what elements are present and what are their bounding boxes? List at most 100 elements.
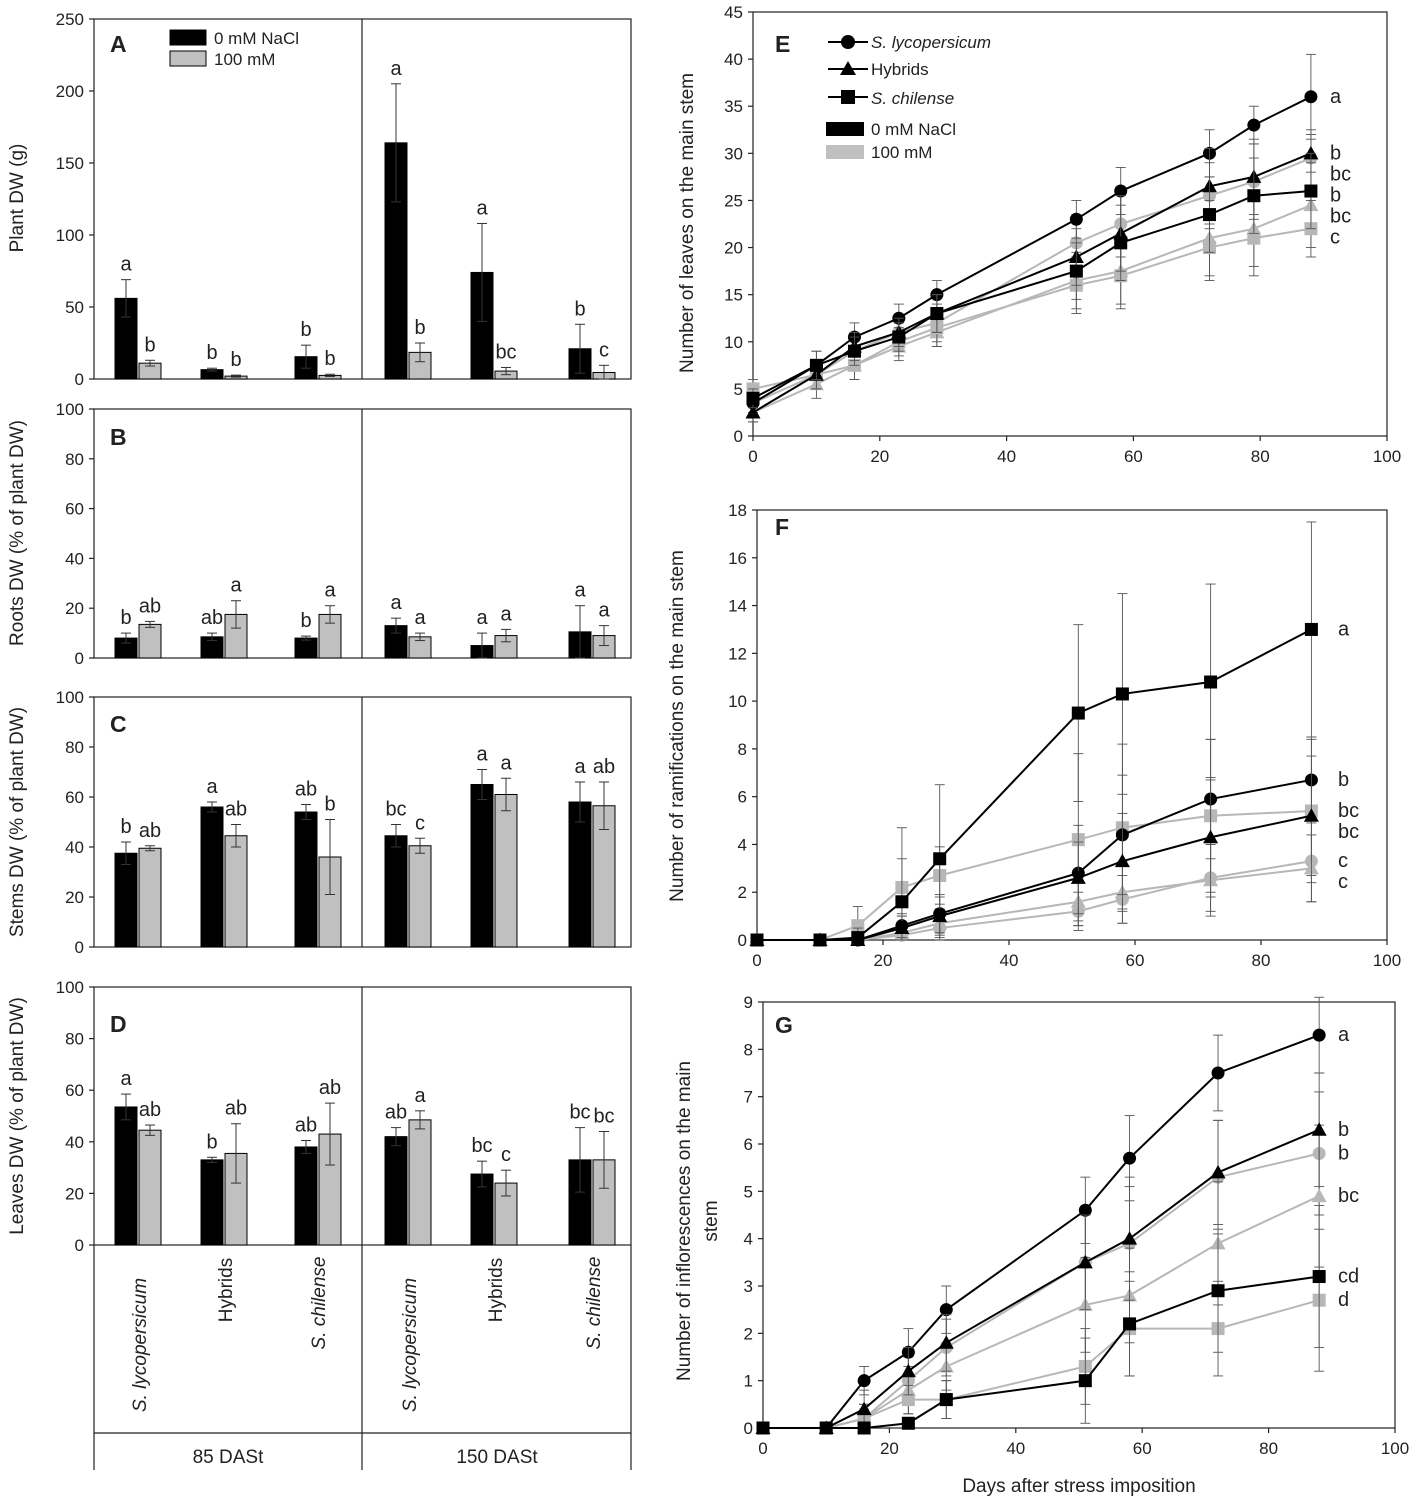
bar bbox=[408, 845, 432, 948]
significance-letter: c bbox=[1330, 226, 1340, 248]
data-point bbox=[745, 404, 761, 419]
legend-triangle-marker bbox=[840, 61, 856, 75]
bar bbox=[294, 637, 318, 659]
data-point bbox=[1211, 1066, 1225, 1080]
significance-letter: b bbox=[574, 298, 585, 320]
y-tick-label: 80 bbox=[65, 738, 84, 757]
x-tick-label: 0 bbox=[758, 1439, 767, 1458]
data-point bbox=[812, 932, 828, 946]
panel-a-label: A bbox=[110, 31, 127, 57]
category-label: S. lycopersicum bbox=[130, 1278, 151, 1412]
bar bbox=[294, 1146, 318, 1246]
series-line bbox=[763, 1034, 1320, 1429]
panel-g-ylabel-line1: Number of inflorescences on the main bbox=[674, 1061, 695, 1381]
legend-label-s-lycopersicum: S. lycopersicum bbox=[871, 33, 991, 52]
data-point bbox=[1247, 231, 1261, 245]
y-tick-label: 100 bbox=[56, 400, 84, 419]
y-tick-label: 7 bbox=[744, 1088, 753, 1107]
significance-letter: a bbox=[390, 58, 402, 80]
significance-letter: d bbox=[1338, 1289, 1349, 1311]
significance-letter: b bbox=[324, 794, 335, 816]
x-tick-label: 80 bbox=[1252, 951, 1271, 970]
data-point bbox=[1078, 1203, 1092, 1217]
y-tick-label: 100 bbox=[56, 978, 84, 997]
panel-e-label: E bbox=[775, 31, 790, 57]
y-tick-label: 2 bbox=[744, 1324, 753, 1343]
legend-label-s-chilense: S. chilense bbox=[871, 89, 954, 108]
x-tick-label: 60 bbox=[1126, 951, 1145, 970]
y-tick-label: 20 bbox=[65, 1184, 84, 1203]
data-point bbox=[1210, 1164, 1226, 1179]
data-point bbox=[749, 932, 765, 946]
significance-letter: a bbox=[500, 603, 512, 625]
significance-letter: b bbox=[206, 342, 217, 364]
data-point bbox=[1122, 1231, 1138, 1245]
bar bbox=[568, 801, 592, 948]
legend-label-salt: 100 mM bbox=[214, 50, 275, 69]
panel-b-label: B bbox=[110, 424, 127, 450]
significance-letter: ab bbox=[319, 1077, 341, 1099]
series-line bbox=[763, 1128, 1320, 1429]
significance-letter: a bbox=[414, 1085, 426, 1107]
series-line bbox=[752, 152, 1312, 414]
data-point bbox=[856, 1401, 872, 1416]
data-point bbox=[1078, 1374, 1092, 1388]
y-tick-label: 80 bbox=[65, 1030, 84, 1049]
significance-letter: a bbox=[120, 254, 132, 276]
significance-letter: b bbox=[414, 317, 425, 339]
series-line bbox=[752, 157, 1312, 404]
y-tick-label: 0 bbox=[75, 1236, 84, 1255]
y-tick-label: 40 bbox=[65, 838, 84, 857]
data-point bbox=[1114, 853, 1130, 868]
data-point bbox=[857, 1374, 871, 1388]
panel-d-label: D bbox=[110, 1011, 127, 1037]
significance-letter: a bbox=[598, 600, 610, 622]
y-tick-label: 2 bbox=[738, 883, 747, 902]
data-point bbox=[901, 1416, 915, 1430]
bar bbox=[138, 847, 162, 948]
significance-letter: c bbox=[1338, 871, 1348, 893]
bar bbox=[114, 1106, 138, 1246]
significance-letter: bc bbox=[385, 799, 406, 821]
y-tick-label: 8 bbox=[738, 740, 747, 759]
significance-letter: ab bbox=[295, 1115, 317, 1137]
data-point bbox=[1311, 1122, 1327, 1136]
data-point bbox=[901, 1393, 915, 1407]
x-tick-label: 40 bbox=[1006, 1439, 1025, 1458]
data-point bbox=[933, 852, 947, 866]
significance-letter: bc bbox=[495, 341, 516, 363]
y-tick-label: 0 bbox=[744, 1419, 753, 1438]
y-tick-label: 10 bbox=[728, 692, 747, 711]
panel-f-label: F bbox=[775, 514, 789, 540]
x-tick-label: 100 bbox=[1373, 951, 1401, 970]
significance-letter: ab bbox=[139, 820, 161, 842]
data-point bbox=[1070, 870, 1086, 884]
legend-label-hybrids: Hybrids bbox=[871, 60, 929, 79]
data-point bbox=[1204, 675, 1218, 689]
significance-letter: bc bbox=[569, 1102, 590, 1124]
y-tick-label: 14 bbox=[728, 597, 747, 616]
y-tick-label: 20 bbox=[724, 239, 743, 258]
data-point bbox=[1304, 90, 1318, 104]
data-point bbox=[850, 932, 866, 946]
y-tick-label: 0 bbox=[75, 938, 84, 957]
y-tick-label: 5 bbox=[734, 380, 743, 399]
significance-letter: bc bbox=[1338, 821, 1359, 843]
significance-letter: b bbox=[300, 610, 311, 632]
group-label-150-dast: 150 DASt bbox=[456, 1447, 538, 1468]
plot-frame bbox=[756, 509, 1388, 941]
x-tick-label: 60 bbox=[1124, 447, 1143, 466]
significance-letter: ab bbox=[593, 756, 615, 778]
significance-letter: b bbox=[1338, 1119, 1349, 1141]
significance-letter: ab bbox=[139, 1099, 161, 1121]
data-point bbox=[932, 908, 948, 923]
category-label: Hybrids bbox=[216, 1258, 237, 1322]
series-line bbox=[763, 1275, 1320, 1429]
y-tick-label: 40 bbox=[65, 1133, 84, 1152]
legend-swatch-salt bbox=[169, 50, 207, 67]
significance-letter: b bbox=[230, 349, 241, 371]
